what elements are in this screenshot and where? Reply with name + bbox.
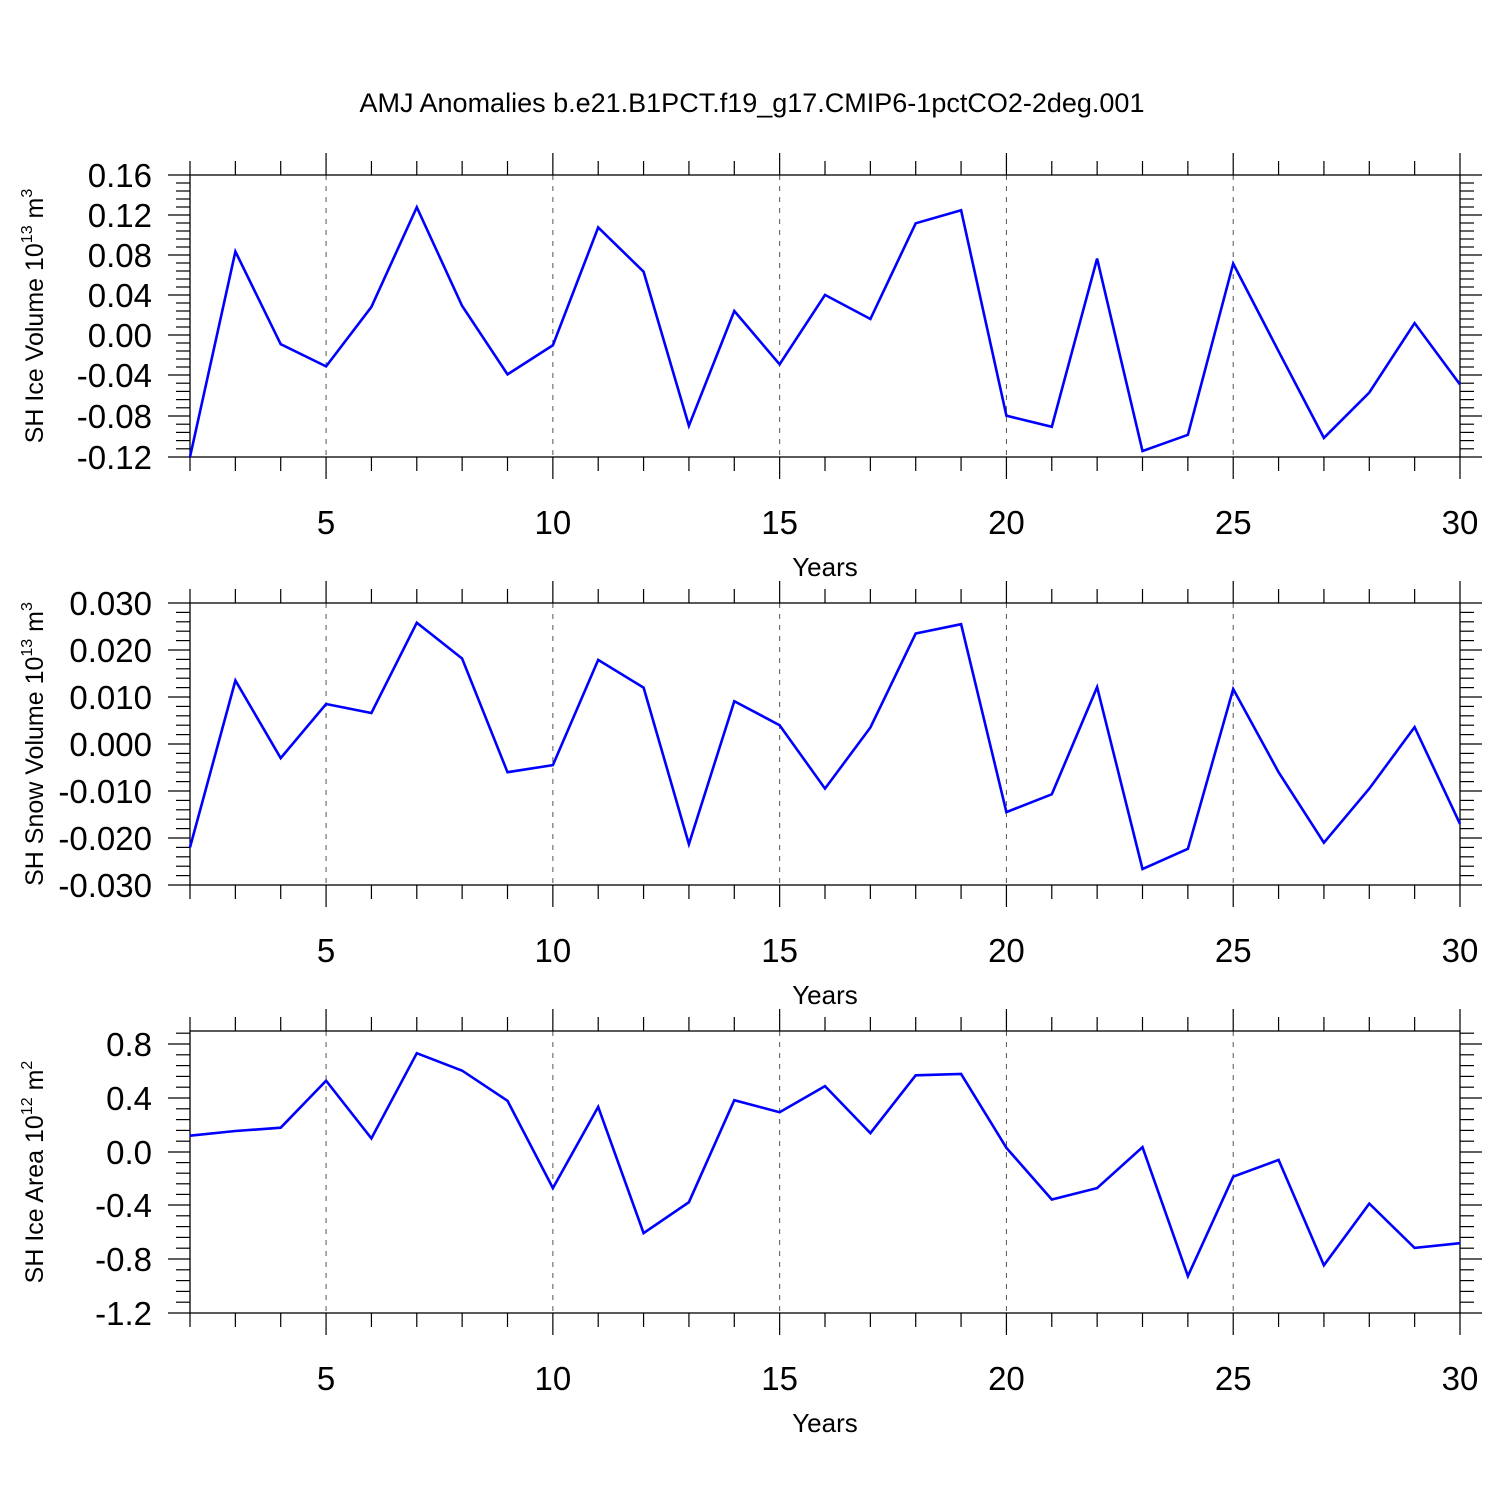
- y-tick-label: -0.08: [77, 398, 152, 435]
- x-tick-label: 15: [761, 932, 798, 969]
- y-tick-label: 0.16: [88, 157, 152, 194]
- y-tick-label: -1.2: [95, 1295, 152, 1332]
- y-axis-label-exponent: 13: [19, 225, 36, 243]
- series-line: [188, 204, 1462, 458]
- y-axis-label-exponent: 12: [19, 1097, 36, 1115]
- x-tick-label: 20: [988, 932, 1025, 969]
- y-axis-label-unit-exponent: 3: [19, 189, 36, 198]
- y-tick-label: 0.010: [69, 679, 152, 716]
- y-axis-label-unit-exponent: 2: [19, 1061, 36, 1070]
- y-tick-label: 0.030: [69, 585, 152, 622]
- y-tick-label: -0.010: [58, 773, 152, 810]
- x-tick-label: 30: [1442, 1360, 1479, 1397]
- x-axis-label: Years: [792, 1408, 858, 1438]
- x-tick-label: 5: [317, 1360, 335, 1397]
- plot-frame: [189, 174, 1461, 458]
- x-tick-label: 20: [988, 1360, 1025, 1397]
- y-tick-label: 0.12: [88, 197, 152, 234]
- chart-title: AMJ Anomalies b.e21.B1PCT.f19_g17.CMIP6-…: [360, 88, 1145, 118]
- x-tick-label: 25: [1215, 932, 1252, 969]
- y-tick-label: -0.8: [95, 1241, 152, 1278]
- y-tick-label: -0.020: [58, 820, 152, 857]
- y-tick-label: 0.04: [88, 277, 152, 314]
- series-line: [189, 1051, 1461, 1280]
- y-axis-label: SH Ice Area 1012 m2: [19, 1061, 49, 1284]
- panel-1: 0.160.120.080.040.00-0.04 -0.08 -0.12 5 10 15…: [19, 153, 1482, 582]
- y-tick-label: -0.04: [77, 357, 152, 394]
- y-axis-label-text: SH Ice Volume 10: [21, 243, 49, 443]
- y-tick-label: 0.020: [69, 632, 152, 669]
- y-axis-label-text: SH Snow Volume 10: [21, 657, 49, 886]
- y-axis-label: SH Snow Volume 1013 m3: [19, 602, 49, 886]
- x-tick-label: 10: [534, 932, 571, 969]
- y-axis-label-unit: m: [21, 1070, 49, 1098]
- y-axis-label-unit: m: [21, 611, 49, 639]
- x-tick-label: 5: [317, 504, 335, 541]
- panel-3: 0.8 0.4 0.0 -0.4 -0.8 -1.2 5 10 15 20 25 30 Years SH …: [19, 1009, 1482, 1438]
- x-tick-label: 30: [1442, 932, 1479, 969]
- panel-2: 0.030 0.020 0.010 0.000 -0.010 -0.020 -0.030 5 1…: [19, 581, 1482, 1010]
- x-tick-label: 15: [761, 1360, 798, 1397]
- y-axis-label-text: SH Ice Area 10: [21, 1115, 49, 1283]
- x-tick-label: 10: [534, 1360, 571, 1397]
- y-tick-label: 0.08: [88, 237, 152, 274]
- x-tick-label: 25: [1215, 1360, 1252, 1397]
- x-tick-label: 10: [534, 504, 571, 541]
- y-axis-label-unit: m: [21, 198, 49, 226]
- plot-frame: [189, 1030, 1461, 1314]
- y-tick-label: 0.4: [106, 1080, 152, 1117]
- plot-frame: [189, 602, 1461, 886]
- x-axis-label: Years: [792, 552, 858, 582]
- y-axis-label: SH Ice Volume 1013 m3: [19, 189, 49, 444]
- y-tick-label: 0.0: [106, 1134, 152, 1171]
- y-tick-label: -0.4: [95, 1187, 152, 1224]
- x-axis-label: Years: [792, 980, 858, 1010]
- y-tick-label: -0.030: [58, 867, 152, 904]
- panels: 0.160.120.080.040.00-0.04 -0.08 -0.12 5 10 15…: [19, 153, 1482, 1438]
- y-axis-label-exponent: 13: [19, 639, 36, 657]
- y-tick-label: 0.00: [88, 317, 152, 354]
- x-tick-label: 25: [1215, 504, 1252, 541]
- x-tick-label: 20: [988, 504, 1025, 541]
- x-tick-label: 15: [761, 504, 798, 541]
- y-tick-label: -0.12: [77, 439, 152, 476]
- x-tick-label: 30: [1442, 504, 1479, 541]
- y-tick-label: 0.000: [69, 726, 152, 763]
- x-tick-label: 5: [317, 932, 335, 969]
- y-tick-label: 0.8: [106, 1026, 152, 1063]
- y-axis-label-unit-exponent: 3: [19, 602, 36, 611]
- series-line: [188, 620, 1462, 871]
